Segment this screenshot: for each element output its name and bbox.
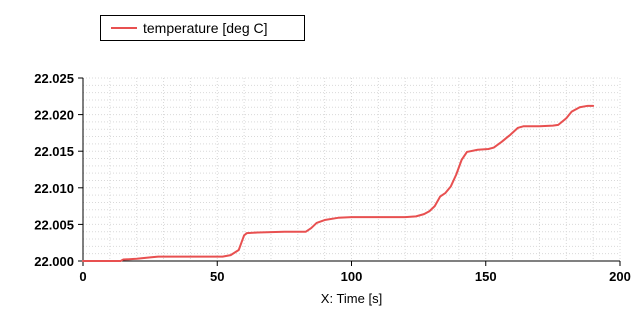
legend-label: temperature [deg C] xyxy=(143,20,268,36)
tick-labels: 0 50 100 150 200 22.000 22.005 22.010 22.015 22.0… xyxy=(34,71,631,284)
x-tick-label: 50 xyxy=(210,269,224,284)
x-tick-label: 0 xyxy=(79,269,86,284)
series-layer xyxy=(82,104,595,262)
x-tick-label: 200 xyxy=(609,269,631,284)
legend-swatch xyxy=(111,27,137,29)
y-tick-label: 22.020 xyxy=(34,108,74,123)
y-tick-label: 22.025 xyxy=(34,71,74,86)
x-tick-label: 100 xyxy=(341,269,363,284)
series-line-temperature xyxy=(82,104,595,262)
grid xyxy=(82,77,621,262)
x-axis-label: X: Time [s] xyxy=(321,291,382,306)
y-tick-label: 22.005 xyxy=(34,217,74,232)
y-tick-label: 22.010 xyxy=(34,181,74,196)
legend: temperature [deg C] xyxy=(100,15,305,41)
y-tick-label: 22.015 xyxy=(34,144,74,159)
axes xyxy=(78,77,621,266)
y-tick-label: 22.000 xyxy=(34,254,74,269)
x-tick-label: 150 xyxy=(475,269,497,284)
